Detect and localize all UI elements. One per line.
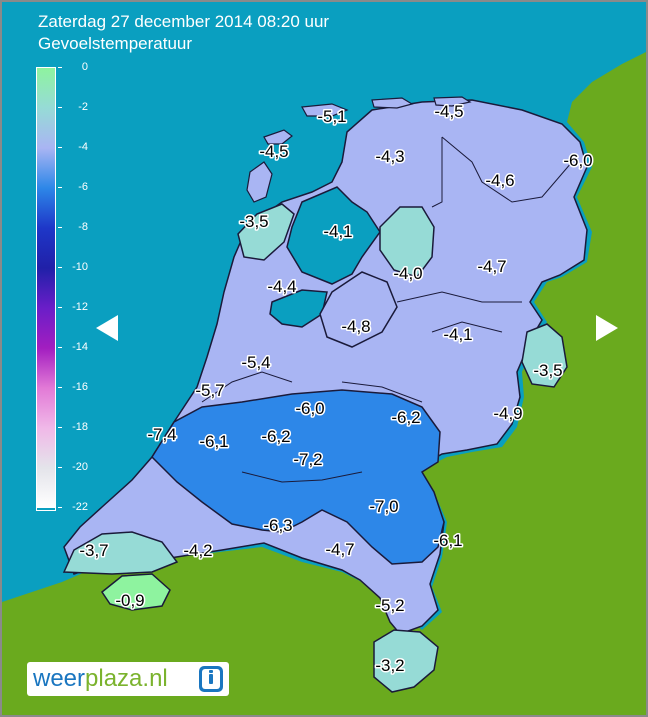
legend-label: -6 (78, 181, 88, 193)
ijsselmeer (286, 186, 381, 285)
temperature-label-gouda: -6,2 (261, 427, 290, 446)
legend-band (37, 68, 55, 108)
zone-cold (151, 389, 445, 565)
zone-zuid-limburg (373, 629, 439, 693)
temperature-label-noordoostpolder: -4,0 (393, 264, 422, 283)
temperature-label-nijmegen: -7,0 (369, 497, 398, 516)
province-borders (201, 136, 573, 483)
legend-tick (58, 267, 62, 268)
zone-zeeland (62, 531, 179, 575)
flevoland (319, 271, 398, 348)
legend-tick (58, 227, 62, 228)
temperature-label-breda: -6,3 (263, 516, 292, 535)
logo-text-weer: weer (33, 665, 86, 692)
temperature-label-eindhoven: -4,7 (325, 540, 354, 559)
legend-band (37, 308, 55, 348)
legend-label: -8 (78, 221, 88, 233)
legend-label: -4 (78, 141, 88, 153)
temperature-label-midden-limburg: -5,2 (375, 596, 404, 615)
arrow-right-icon[interactable] (596, 315, 618, 341)
legend-tick (58, 307, 62, 308)
map-date-title: Zaterdag 27 december 2014 08:20 uur (38, 12, 330, 31)
zone-twente (521, 323, 568, 388)
zone-noordoostpolder (379, 206, 435, 278)
island-vlieland (263, 129, 293, 145)
temperature-label-zeeuws-vlaanderen: -0,9 (115, 591, 144, 610)
legend-tick (58, 347, 62, 348)
info-icon (199, 666, 223, 692)
temperature-label-noord-holland: -4,4 (267, 277, 296, 296)
temperature-label-overijssel: -4,1 (443, 325, 472, 344)
weerplaza-logo[interactable]: weerplaza.nl (27, 662, 229, 696)
legend-label: -20 (72, 461, 88, 473)
legend-tick (58, 187, 62, 188)
temperature-legend (36, 67, 56, 511)
island-schiermonnikoog (433, 96, 472, 107)
island-terschelling (301, 103, 349, 117)
temperature-label-ijsselmeer: -4,1 (323, 222, 352, 241)
legend-tick (58, 427, 62, 428)
legend-label: -14 (72, 341, 88, 353)
legend-tick (58, 387, 62, 388)
arrow-left-icon[interactable] (96, 315, 118, 341)
legend-label: -16 (72, 381, 88, 393)
temperature-label-zuid-limburg: -3,2 (375, 656, 404, 675)
temperature-label-rivierengebied: -7,2 (293, 450, 322, 469)
temperature-label-oost-groningen: -6,0 (563, 151, 592, 170)
temperature-label-vlieland: -4,5 (259, 142, 288, 161)
temperature-label-drenthe: -4,7 (477, 257, 506, 276)
legend-tick (58, 507, 62, 508)
temperature-label-twente: -3,5 (533, 361, 562, 380)
legend-band (37, 188, 55, 228)
legend-band (37, 348, 55, 388)
temperature-label-bergen-op-zoom: -4,2 (183, 541, 212, 560)
logo-text-plaza: plaza.nl (85, 665, 168, 692)
temperature-label-den-haag: -7,4 (147, 425, 176, 444)
temperature-label-achterhoek: -4,9 (493, 404, 522, 423)
legend-tick (58, 67, 62, 68)
legend-band (37, 148, 55, 188)
legend-label: -22 (72, 501, 88, 513)
temperature-label-schiermonnikoog: -4,5 (434, 102, 463, 121)
legend-band (37, 468, 55, 508)
legend-tick (58, 147, 62, 148)
zone-warm (100, 573, 171, 611)
legend-tick (58, 467, 62, 468)
temperature-label-utrecht: -6,0 (295, 399, 324, 418)
temperature-label-haarlem: -5,7 (195, 381, 224, 400)
legend-tick (58, 107, 62, 108)
temperature-label-zeeland: -3,7 (79, 541, 108, 560)
legend-label: -2 (78, 101, 88, 113)
island-ameland (371, 97, 414, 109)
legend-band (37, 428, 55, 468)
temperature-label-leiden: -6,1 (199, 432, 228, 451)
map-subtitle: Gevoelstemperatuur (38, 34, 193, 53)
legend-band (37, 268, 55, 308)
temperature-label-noord-limburg: -6,1 (433, 531, 462, 550)
temperature-label-den-helder: -3,5 (239, 212, 268, 231)
temperature-label-veluwe: -6,2 (391, 408, 420, 427)
markermeer (269, 289, 328, 328)
temperature-label-amsterdam: -5,4 (241, 353, 270, 372)
legend-band (37, 108, 55, 148)
legend-band (37, 388, 55, 428)
temperature-label-wadden-oost: -5,1 (317, 107, 346, 126)
temperature-label-friesland: -4,3 (375, 147, 404, 166)
legend-label: -12 (72, 301, 88, 313)
legend-label: -18 (72, 421, 88, 433)
legend-band (37, 228, 55, 268)
zone-den-helder (237, 203, 295, 261)
temperature-label-groningen: -4,6 (485, 171, 514, 190)
netherlands-land (63, 99, 588, 635)
legend-label: -10 (72, 261, 88, 273)
island-texel (246, 161, 273, 203)
legend-label: 0 (81, 61, 88, 73)
temperature-label-flevoland: -4,8 (341, 317, 370, 336)
